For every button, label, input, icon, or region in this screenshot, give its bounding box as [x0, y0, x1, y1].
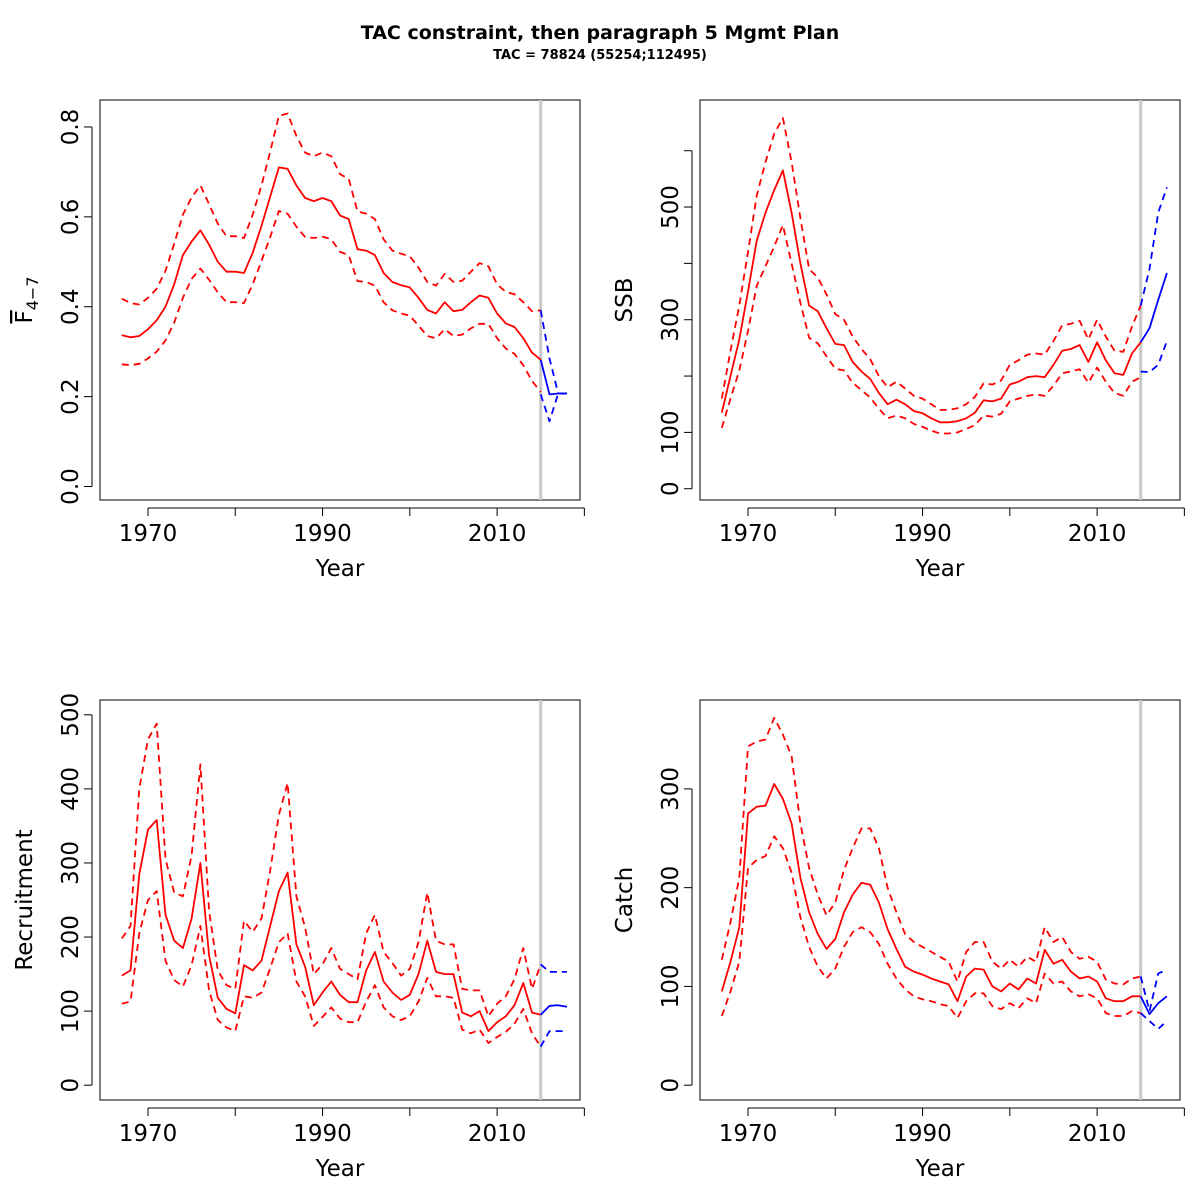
series-upper — [121, 722, 542, 1018]
y-tick-label: 0 — [58, 1078, 84, 1093]
x-tick-label: 2010 — [1068, 1121, 1127, 1147]
y-axis-label-main: F — [12, 310, 38, 323]
y-tick-label: 300 — [658, 298, 684, 342]
series-estimate — [121, 819, 541, 1032]
series-forecast-estimate — [539, 359, 567, 396]
x-tick-label: 1990 — [893, 1121, 952, 1147]
plot-frame — [99, 699, 581, 1101]
x-tick-label: 1990 — [893, 521, 952, 547]
x-axis-label: Year — [915, 1156, 965, 1182]
y-tick-label: 200 — [58, 915, 84, 959]
x-axis-label: Year — [315, 1156, 365, 1182]
y-tick-label: 100 — [658, 410, 684, 454]
series-lower — [121, 890, 542, 1048]
y-tick-label: 300 — [58, 841, 84, 885]
y-axis-label: Recruitment — [12, 829, 38, 970]
y-tick-label: 0.6 — [58, 199, 84, 236]
series-upper — [720, 117, 1142, 411]
plot-frame — [699, 99, 1181, 501]
y-tick-label: 0 — [658, 481, 684, 496]
y-axis-label: SSB — [612, 278, 638, 323]
chart-title: TAC constraint, then paragraph 5 Mgmt Pl… — [360, 22, 840, 44]
series-lower — [720, 835, 1141, 1019]
series-forecast-upper — [1139, 187, 1168, 306]
series-forecast-lower — [539, 1030, 567, 1048]
recruitment-panel: 1970 1990 2010 Year 0 100 200 300 400 500 Recruitm… — [12, 693, 585, 1182]
y-tick-label: 400 — [58, 767, 84, 811]
x-tick-label: 1990 — [293, 1121, 352, 1147]
series-estimate — [720, 169, 1142, 424]
series-lower — [121, 210, 542, 393]
x-axis-label: Year — [915, 556, 965, 582]
x-tick-label: 2010 — [1068, 521, 1127, 547]
x-tick-label: 1970 — [719, 1121, 778, 1147]
x-tick-label: 2010 — [468, 1121, 527, 1147]
y-tick-label: 0.0 — [58, 468, 84, 505]
series-estimate — [720, 783, 1141, 1003]
catch-panel: 1970 1990 2010 Year 0 100 200 300 Catch — [612, 699, 1185, 1182]
y-tick-label: 500 — [658, 185, 684, 229]
y-tick-label: 300 — [658, 767, 684, 811]
series-upper — [121, 112, 541, 313]
series-lower — [720, 224, 1142, 435]
chart-subtitle: TAC = 78824 (55254;112495) — [493, 48, 707, 63]
series-forecast-lower — [539, 392, 567, 423]
y-tick-label: 500 — [58, 693, 84, 737]
f-panel: 1970 1990 2010 Year 0.0 0.2 0.4 0.6 0.8 F4−7 — [12, 99, 585, 582]
y-tick-label: 100 — [658, 964, 684, 1008]
ssb-panel: 1970 1990 2010 Year 0 100 300 500 SSB — [612, 99, 1185, 582]
y-tick-label: 0.8 — [58, 109, 84, 146]
plot-frame — [699, 699, 1181, 1101]
y-axis-label-subscript: 4−7 — [23, 277, 42, 311]
y-tick-label: 200 — [658, 866, 684, 910]
x-tick-label: 1970 — [119, 1121, 178, 1147]
series-forecast-upper — [540, 963, 567, 973]
y-tick-label: 0.2 — [58, 378, 84, 415]
x-tick-label: 1990 — [293, 521, 352, 547]
y-axis-label: Catch — [612, 867, 638, 933]
x-tick-label: 1970 — [719, 521, 778, 547]
y-tick-label: 0.4 — [58, 288, 84, 325]
series-forecast-estimate — [1139, 995, 1168, 1015]
plot-frame — [99, 99, 581, 501]
series-forecast-estimate — [1139, 272, 1168, 343]
series-forecast-estimate — [540, 1004, 568, 1016]
series-upper — [720, 716, 1141, 986]
series-forecast-upper — [1139, 968, 1168, 1012]
x-tick-label: 2010 — [468, 521, 527, 547]
x-axis-label: Year — [315, 556, 365, 582]
series-forecast-lower — [1140, 340, 1168, 374]
y-tick-label: 100 — [58, 989, 84, 1033]
y-tick-label: 0 — [658, 1078, 684, 1093]
series-forecast-lower — [1140, 1012, 1168, 1030]
series-forecast-upper — [539, 310, 567, 395]
x-tick-label: 1970 — [119, 521, 178, 547]
series-estimate — [121, 166, 542, 361]
y-axis-label: F4−7 — [12, 277, 42, 324]
